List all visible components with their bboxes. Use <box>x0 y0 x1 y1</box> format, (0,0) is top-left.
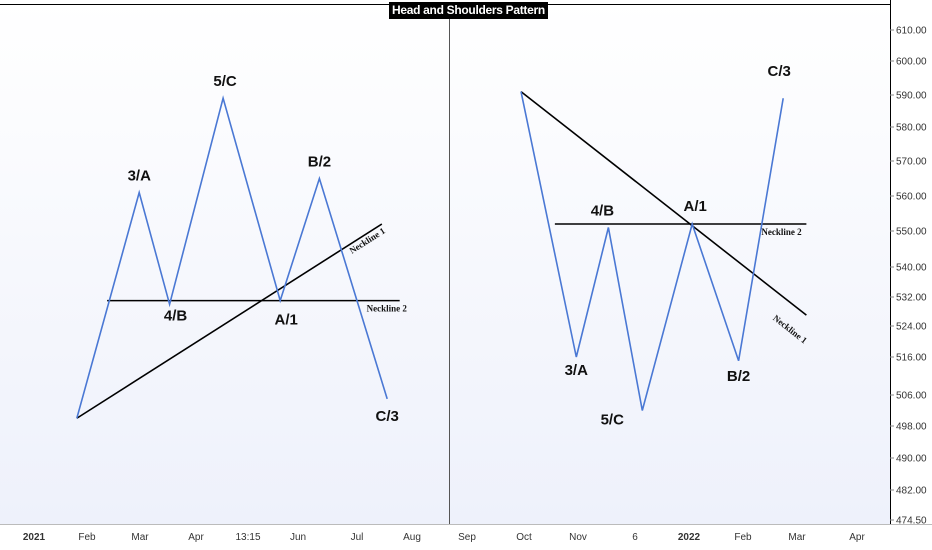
y-tick-label: 524.00 <box>896 322 927 333</box>
left-wave-label-a-1: A/1 <box>274 312 297 329</box>
right-wave-label-c-3: C/3 <box>768 63 791 80</box>
x-tick-label: 13:15 <box>235 532 260 543</box>
y-tick-label: 580.00 <box>896 123 927 134</box>
left-wave-label-4-b: 4/B <box>164 307 188 324</box>
x-tick-label: Apr <box>849 532 865 543</box>
y-tick-label: 550.00 <box>896 227 927 238</box>
x-tick-label: Jul <box>351 532 364 543</box>
left-neckline-1 <box>76 223 383 419</box>
x-tick-label: 2021 <box>23 532 46 543</box>
y-tick-label: 610.00 <box>896 26 927 37</box>
x-tick-label: Aug <box>403 532 421 543</box>
right-price-wave <box>520 91 784 411</box>
x-tick-label: Nov <box>569 532 587 543</box>
y-tick-label: 560.00 <box>896 192 927 203</box>
y-tick-label: 600.00 <box>896 57 927 68</box>
y-tick-label: 482.00 <box>896 486 927 497</box>
left-wave-label-5-c: 5/C <box>213 73 237 90</box>
right-wave-label-4-b: 4/B <box>591 203 615 220</box>
y-tick-label: 498.00 <box>896 422 927 433</box>
right-wave-label-5-c: 5/C <box>601 412 625 429</box>
left-neckline-label-2: Neckline 2 <box>367 304 408 314</box>
x-tick-label: Mar <box>131 532 149 543</box>
x-tick-label: 2022 <box>678 532 701 543</box>
left-price-wave <box>76 95 388 419</box>
right-neckline-1 <box>520 90 807 316</box>
y-tick-label: 490.00 <box>896 454 927 465</box>
x-tick-label: Jun <box>290 532 306 543</box>
left-wave-label-3-a: 3/A <box>128 168 152 185</box>
y-tick-label: 474.50 <box>896 516 927 527</box>
right-wave-label-b-2: B/2 <box>727 368 750 385</box>
left-wave-label-b-2: B/2 <box>308 154 331 171</box>
x-tick-label: 6 <box>632 532 638 543</box>
y-tick-label: 570.00 <box>896 157 927 168</box>
chart-title: Head and Shoulders Pattern <box>389 2 548 19</box>
right-neckline-label-2: Neckline 2 <box>761 227 802 237</box>
left-wave-label-c-3: C/3 <box>376 408 399 425</box>
x-tick-label: Sep <box>458 532 476 543</box>
y-tick-label: 532.00 <box>896 293 927 304</box>
right-wave-label-3-a: 3/A <box>565 362 589 379</box>
y-tick-label: 516.00 <box>896 353 927 364</box>
right-wave-label-a-1: A/1 <box>684 198 707 215</box>
y-tick-label: 590.00 <box>896 91 927 102</box>
x-tick-label: Feb <box>78 532 96 543</box>
x-tick-label: Feb <box>734 532 752 543</box>
plot-background <box>0 0 890 524</box>
x-tick-label: Apr <box>188 532 204 543</box>
y-tick-label: 506.00 <box>896 391 927 402</box>
x-tick-label: Oct <box>516 532 532 543</box>
y-tick-label: 540.00 <box>896 263 927 274</box>
x-tick-label: Mar <box>788 532 806 543</box>
